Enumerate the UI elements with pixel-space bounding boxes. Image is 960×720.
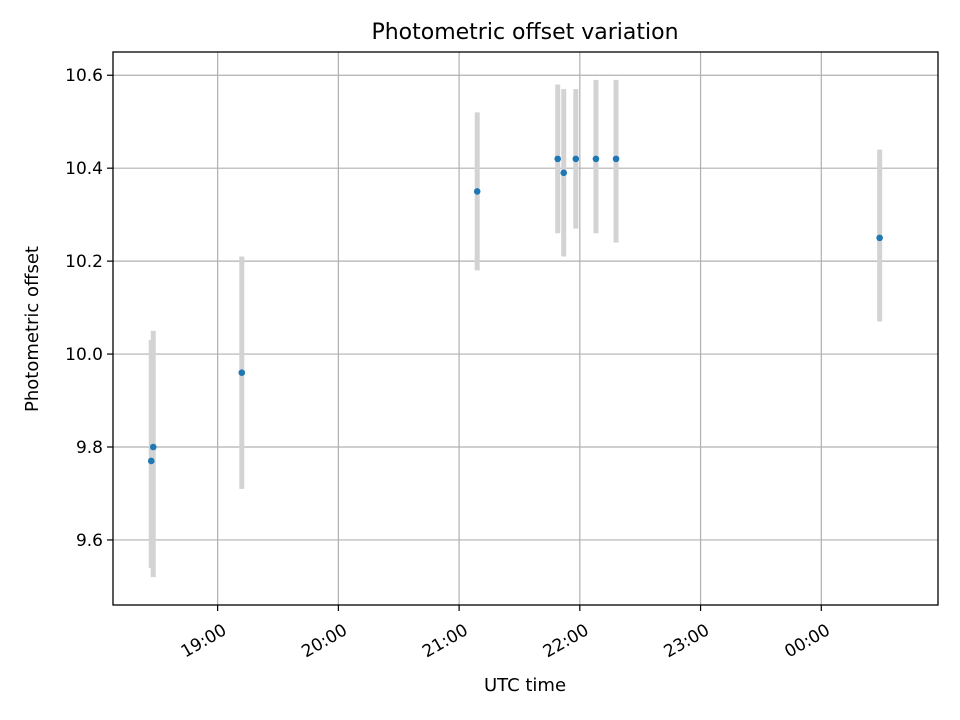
- y-tick-label: 10.0: [65, 345, 103, 365]
- data-point: [473, 188, 481, 195]
- data-point: [876, 234, 883, 242]
- y-tick-label: 10.2: [65, 252, 103, 272]
- y-tick-label: 10.4: [65, 159, 103, 179]
- grid-lines: [113, 52, 938, 605]
- chart-title: Photometric offset variation: [371, 20, 678, 45]
- plot-background: [113, 52, 938, 605]
- plot-frame: [112, 51, 939, 606]
- data-point: [612, 155, 620, 163]
- plot-area: 9.69.810.010.210.410.6 19:00 20:00 21:00 22…: [65, 51, 939, 662]
- y-tick-label: 9.8: [76, 438, 103, 458]
- data-point: [560, 169, 568, 177]
- y-tick-label: 9.6: [76, 531, 103, 551]
- data-point: [572, 155, 580, 163]
- x-axis-label: UTC time: [484, 675, 566, 696]
- y-axis-label: Photometric offset: [22, 246, 43, 412]
- y-axis: 9.6 9.8 10.0 10.2 10.4 10.6: [65, 66, 113, 551]
- data-point: [149, 443, 157, 451]
- data-point: [147, 457, 155, 465]
- data-points: [147, 155, 883, 465]
- data-point: [592, 155, 600, 163]
- data-point: [238, 369, 246, 376]
- data-point: [554, 155, 561, 163]
- y-tick-label: 10.6: [65, 66, 103, 86]
